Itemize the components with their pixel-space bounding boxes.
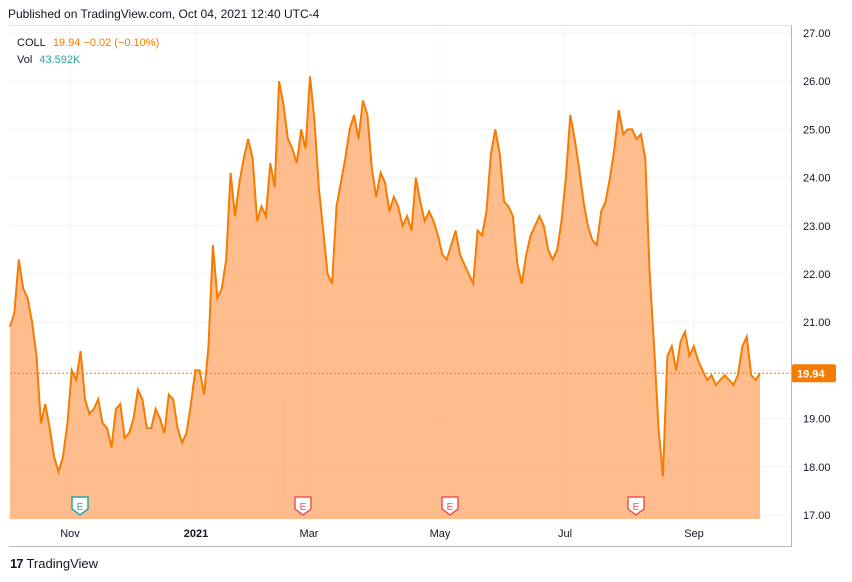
- x-axis: Nov 2021 Mar May Jul Sep: [60, 528, 704, 540]
- legend-symbol: COLL: [17, 37, 46, 49]
- y-tick-label: 25.00: [803, 124, 831, 136]
- brand-name: TradingView: [26, 556, 99, 571]
- y-tick-label: 17.00: [803, 510, 831, 522]
- price-tag-text: 19.94: [797, 368, 825, 380]
- earnings-marker[interactable]: E: [294, 496, 312, 516]
- legend-price-row: COLL 19.94 −0.02 (−0.10%): [17, 35, 159, 52]
- earnings-marker[interactable]: E: [627, 496, 645, 516]
- earnings-marker-shape: [294, 496, 312, 516]
- published-header: Published on TradingView.com, Oct 04, 20…: [8, 7, 320, 21]
- legend: COLL 19.94 −0.02 (−0.10%) Vol 43.592K: [17, 35, 159, 69]
- earnings-marker-shape: [627, 496, 645, 516]
- price-line: [9, 76, 761, 477]
- x-tick-label: May: [430, 528, 451, 540]
- earnings-marker-label: E: [633, 502, 640, 513]
- chart-frame: [9, 25, 792, 547]
- earnings-marker-label: E: [300, 502, 307, 513]
- x-tick-label: Mar: [300, 528, 319, 540]
- x-tick-label: Sep: [684, 528, 704, 540]
- x-tick-label: Jul: [558, 528, 572, 540]
- y-tick-label: 22.00: [803, 269, 831, 281]
- footer[interactable]: 17 TradingView: [10, 556, 98, 571]
- earnings-marker-shape: [441, 496, 459, 516]
- earnings-marker[interactable]: E: [71, 496, 89, 516]
- price-tag: 19.94: [792, 364, 836, 383]
- earnings-marker-shape: [71, 496, 89, 516]
- y-tick-label: 27.00: [803, 28, 831, 40]
- legend-change: −0.02 (−0.10%): [83, 37, 160, 49]
- price-tag-box: [792, 364, 836, 383]
- y-tick-label: 23.00: [803, 221, 831, 233]
- legend-volume-row: Vol 43.592K: [17, 52, 159, 69]
- earnings-marker[interactable]: E: [441, 496, 459, 516]
- y-tick-label: 19.00: [803, 414, 831, 426]
- y-tick-label: 24.00: [803, 173, 831, 185]
- earnings-marker-label: E: [447, 502, 454, 513]
- y-tick-label: 26.00: [803, 76, 831, 88]
- tradingview-logo-icon: 17: [10, 556, 24, 571]
- x-tick-label: Nov: [60, 528, 80, 540]
- x-tick-label: 2021: [184, 528, 208, 540]
- price-area: [10, 76, 760, 520]
- y-axis: 27.0026.0025.0024.0023.0022.0021.0020.00…: [803, 28, 831, 522]
- legend-last: 19.94: [52, 37, 81, 49]
- legend-vol-label: Vol: [17, 54, 33, 66]
- legend-vol-value: 43.592K: [39, 54, 81, 66]
- y-tick-label: 18.00: [803, 462, 831, 474]
- y-tick-label: 21.00: [803, 317, 831, 329]
- earnings-marker-label: E: [77, 502, 84, 513]
